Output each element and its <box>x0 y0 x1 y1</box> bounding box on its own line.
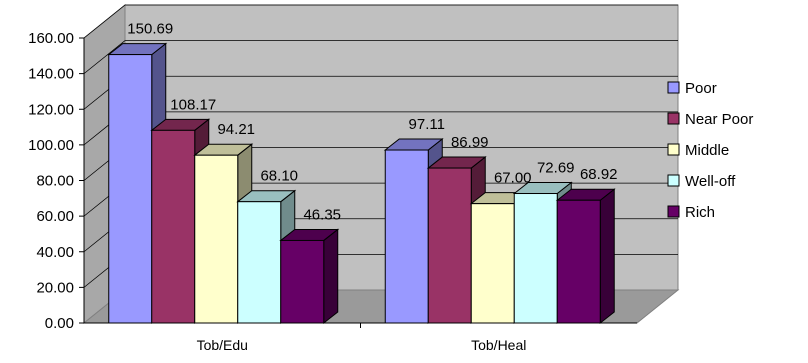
gridline <box>83 40 678 74</box>
bar <box>556 199 601 324</box>
x-tick-label: Tob/Heal <box>471 337 526 353</box>
y-tick-label: 80.00 <box>36 173 74 190</box>
legend-swatch <box>667 81 680 94</box>
y-tick-label: 140.00 <box>28 66 74 83</box>
data-label: 67.00 <box>494 170 532 187</box>
data-label: 46.35 <box>303 206 341 223</box>
data-label: 108.17 <box>170 96 216 113</box>
legend-label: Middle <box>685 142 729 159</box>
bar <box>427 167 472 324</box>
y-tick-label: 20.00 <box>36 279 74 296</box>
data-label: 72.69 <box>537 160 575 177</box>
data-label: 86.99 <box>451 134 489 151</box>
x-tick-label: Tob/Edu <box>197 337 248 353</box>
legend-label: Poor <box>685 80 717 97</box>
data-label: 68.10 <box>260 168 298 185</box>
bar <box>280 239 325 324</box>
data-label: 97.11 <box>409 116 445 133</box>
y-tick-label: 40.00 <box>36 244 74 261</box>
bar <box>108 54 153 324</box>
bar-side <box>599 188 615 325</box>
bar <box>513 193 558 324</box>
legend-swatch <box>667 112 680 125</box>
data-label: 94.21 <box>217 121 255 138</box>
gridline <box>83 4 678 39</box>
bar <box>237 201 282 324</box>
y-tick-label: 60.00 <box>36 208 74 225</box>
legend-label: Well-off <box>685 173 736 190</box>
bar <box>151 129 196 324</box>
data-label: 68.92 <box>580 166 618 183</box>
legend-label: Rich <box>685 204 715 221</box>
legend-swatch <box>667 143 680 156</box>
legend-swatch <box>667 205 680 218</box>
legend-swatch <box>667 174 680 187</box>
y-tick-label: 120.00 <box>28 101 74 118</box>
data-label: 150.69 <box>127 21 173 38</box>
bar <box>384 149 429 324</box>
y-tick-label: 160.00 <box>28 30 74 47</box>
bar <box>194 154 239 324</box>
bar-side <box>323 228 339 325</box>
y-tick-label: 0.00 <box>45 315 74 332</box>
y-tick-label: 100.00 <box>28 137 74 154</box>
bar <box>470 203 515 324</box>
legend-label: Near Poor <box>685 111 753 128</box>
